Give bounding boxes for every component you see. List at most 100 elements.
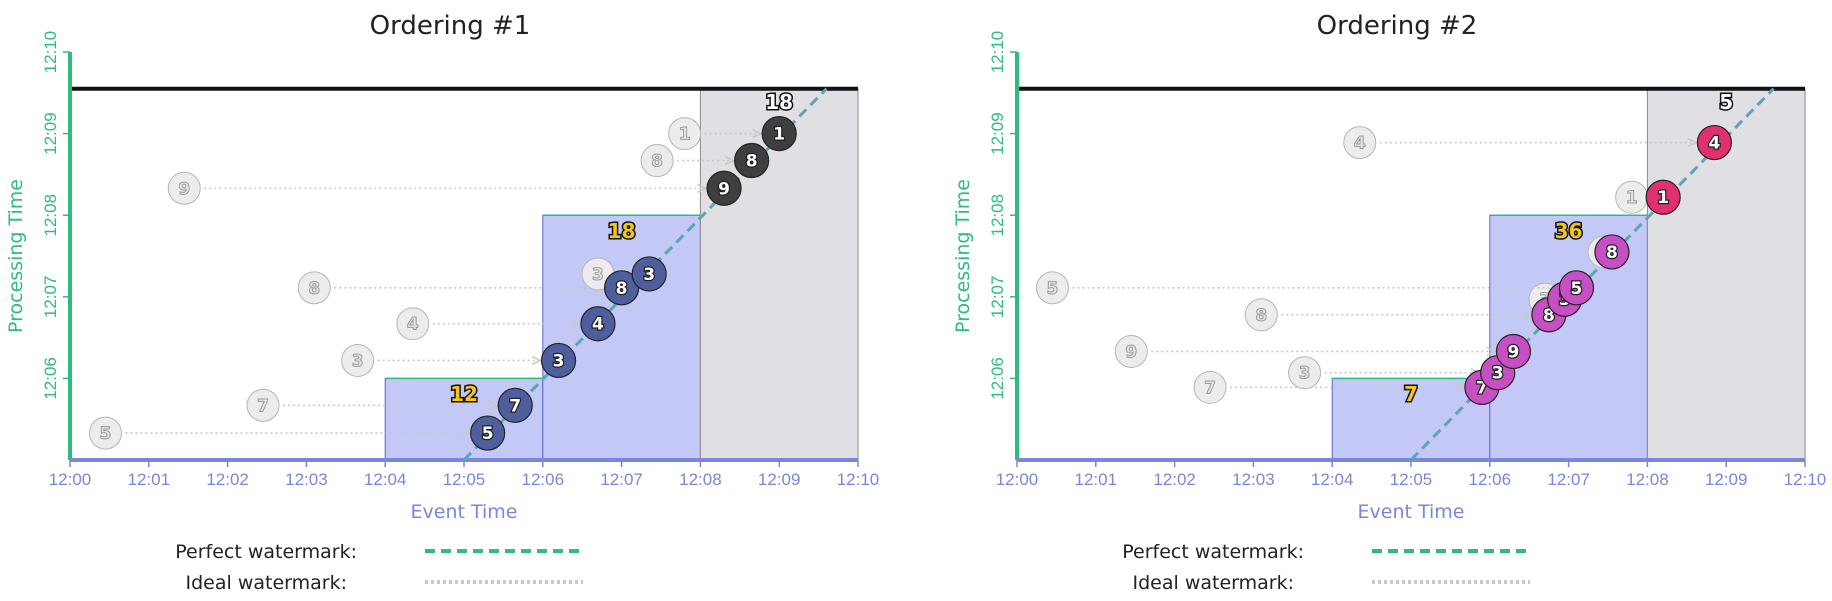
panel1-data-point-label: 1 bbox=[773, 125, 785, 145]
panel2-xtick-label: 12:05 bbox=[1390, 470, 1433, 489]
panel1-ghost-point-label: 3 bbox=[352, 351, 364, 371]
panel2-ghost-point bbox=[1343, 126, 1377, 160]
panel1-ghost-point-label: 1 bbox=[679, 125, 691, 145]
panel1-data-point-label: 8 bbox=[746, 152, 758, 172]
panel1-ytick-label: 12:08 bbox=[41, 194, 60, 237]
panel1-data-point bbox=[540, 342, 577, 379]
panel2-ghost-point bbox=[1193, 370, 1227, 404]
panel2-ghost-point-label: 9 bbox=[1125, 342, 1137, 362]
panel1-ghost-point-label: 3 bbox=[592, 265, 604, 285]
panel2-window-1 bbox=[1331, 377, 1491, 461]
panel1-ghost-point-label: 8 bbox=[651, 152, 663, 172]
panel1-ytick-label: 12:06 bbox=[41, 357, 60, 400]
panel2-ghost-point bbox=[1244, 298, 1278, 332]
panel1-xtick-label: 12:03 bbox=[285, 470, 328, 489]
panel1-data-point-label: 8 bbox=[616, 279, 628, 299]
panel2-ghost-point-label: 3 bbox=[1299, 364, 1311, 384]
panel2-data-point bbox=[1645, 179, 1681, 215]
panel1-xtick-label: 12:08 bbox=[679, 470, 722, 489]
panel2-window-sum: 36 bbox=[1555, 219, 1583, 243]
panel1-ghost-point-label: 5 bbox=[100, 424, 112, 444]
panel1-ghost-point bbox=[668, 117, 702, 151]
panel2-xtick-label: 12:02 bbox=[1153, 470, 1196, 489]
panel1-data-point bbox=[761, 116, 797, 152]
panel2-ytick-label: 12:07 bbox=[988, 276, 1007, 319]
panel1-data-point bbox=[497, 387, 533, 423]
panel2-xtick-label: 12:09 bbox=[1705, 470, 1748, 489]
panel2-ytick-label: 12:09 bbox=[988, 112, 1007, 155]
panel1-x-axis-label: Event Time bbox=[411, 501, 518, 523]
panel1-ghost-point bbox=[297, 271, 331, 305]
panel2-window-sum: 5 bbox=[1719, 90, 1733, 114]
panel2-data-point-label: 9 bbox=[1508, 342, 1520, 362]
panel2-data-point-label: 3 bbox=[1492, 364, 1504, 384]
panel1-ghost-point bbox=[167, 171, 201, 205]
panel2-ghost-point-label: 8 bbox=[1255, 306, 1267, 326]
panel1-data-point-label: 7 bbox=[509, 396, 521, 416]
panel1-xtick-label: 12:04 bbox=[364, 470, 407, 489]
panel1-ghost-point bbox=[341, 343, 375, 377]
panel2-ytick-label: 12:08 bbox=[988, 194, 1007, 237]
panel1-window-sum: 12 bbox=[450, 382, 478, 406]
panel2-data-point-label: 8 bbox=[1606, 243, 1618, 263]
panel2-xtick-label: 12:00 bbox=[996, 470, 1039, 489]
panel2-xtick-label: 12:03 bbox=[1232, 470, 1275, 489]
panel2-ghost-point-label: 5 bbox=[1047, 279, 1059, 299]
panel1-title: Ordering #1 bbox=[370, 11, 531, 41]
panel2-data-point-label: 1 bbox=[1657, 188, 1669, 208]
panel2-ghost-point-label: 4 bbox=[1354, 134, 1366, 154]
panel2-ytick-label: 12:06 bbox=[988, 357, 1007, 400]
panel1-ghost-point bbox=[640, 144, 674, 178]
panel1-window-2 bbox=[542, 214, 701, 461]
panel2-ghost-point bbox=[1114, 334, 1148, 368]
panel2-data-point bbox=[1558, 270, 1595, 306]
panel1-data-point bbox=[580, 306, 616, 342]
panel2-data-point-label: 5 bbox=[1571, 279, 1583, 299]
panel2-xtick-label: 12:08 bbox=[1626, 470, 1669, 489]
panel2-xtick-label: 12:01 bbox=[1075, 470, 1118, 489]
panel2-xtick-label: 12:10 bbox=[1784, 470, 1827, 489]
panel1-xtick-label: 12:00 bbox=[49, 470, 92, 489]
panel1-data-point bbox=[631, 256, 667, 292]
legend2-ideal-label: Ideal watermark: bbox=[1133, 572, 1294, 594]
panel1-data-point-label: 5 bbox=[482, 424, 494, 444]
panel1-data-point-label: 3 bbox=[643, 265, 655, 285]
panel1-ghost-point bbox=[88, 416, 122, 450]
panel1-ghost-point-label: 8 bbox=[308, 279, 320, 299]
panel1-ghost-point-label: 9 bbox=[178, 179, 190, 199]
panel1-data-point bbox=[470, 415, 506, 451]
panel2-x-axis-label: Event Time bbox=[1358, 501, 1465, 523]
panel2-ytick-label: 12:10 bbox=[988, 31, 1007, 74]
panel2-y-axis-label: Processing Time bbox=[952, 179, 974, 333]
panel2-xtick-label: 12:04 bbox=[1311, 470, 1354, 489]
panel1-ghost-point bbox=[396, 307, 430, 341]
panel1-window-sum: 18 bbox=[608, 219, 636, 243]
panel1-xtick-label: 12:10 bbox=[837, 470, 880, 489]
panel1-data-point bbox=[706, 170, 742, 206]
panel2-xtick-label: 12:06 bbox=[1469, 470, 1512, 489]
panel1-ghost-point bbox=[246, 388, 280, 422]
panel2-data-point bbox=[1594, 234, 1630, 270]
panel2-data-point-label: 4 bbox=[1708, 134, 1720, 154]
panel1-data-point bbox=[734, 142, 770, 179]
panel2-window-sum: 7 bbox=[1404, 382, 1418, 406]
panel1-ytick-label: 12:09 bbox=[41, 112, 60, 155]
panel2-ghost-point bbox=[1288, 356, 1322, 390]
panel1-data-point-label: 9 bbox=[718, 179, 730, 199]
panel1-xtick-label: 12:01 bbox=[128, 470, 171, 489]
panel2-ghost-point bbox=[1035, 271, 1069, 305]
panel1-xtick-label: 12:05 bbox=[443, 470, 486, 489]
panel1-data-point-label: 3 bbox=[553, 351, 565, 371]
panel1-xtick-label: 12:07 bbox=[600, 470, 643, 489]
legend1-ideal-label: Ideal watermark: bbox=[186, 572, 347, 594]
panel1-xtick-label: 12:09 bbox=[758, 470, 801, 489]
panel1-ytick-label: 12:07 bbox=[41, 276, 60, 319]
panel1-data-point-label: 4 bbox=[592, 315, 604, 335]
panel1-y-axis-label: Processing Time bbox=[5, 179, 27, 333]
panel1-ghost-point-label: 4 bbox=[407, 315, 419, 335]
panel1-xtick-label: 12:02 bbox=[206, 470, 249, 489]
panel2-data-point bbox=[1696, 124, 1732, 161]
panel1-ytick-label: 12:10 bbox=[41, 31, 60, 74]
